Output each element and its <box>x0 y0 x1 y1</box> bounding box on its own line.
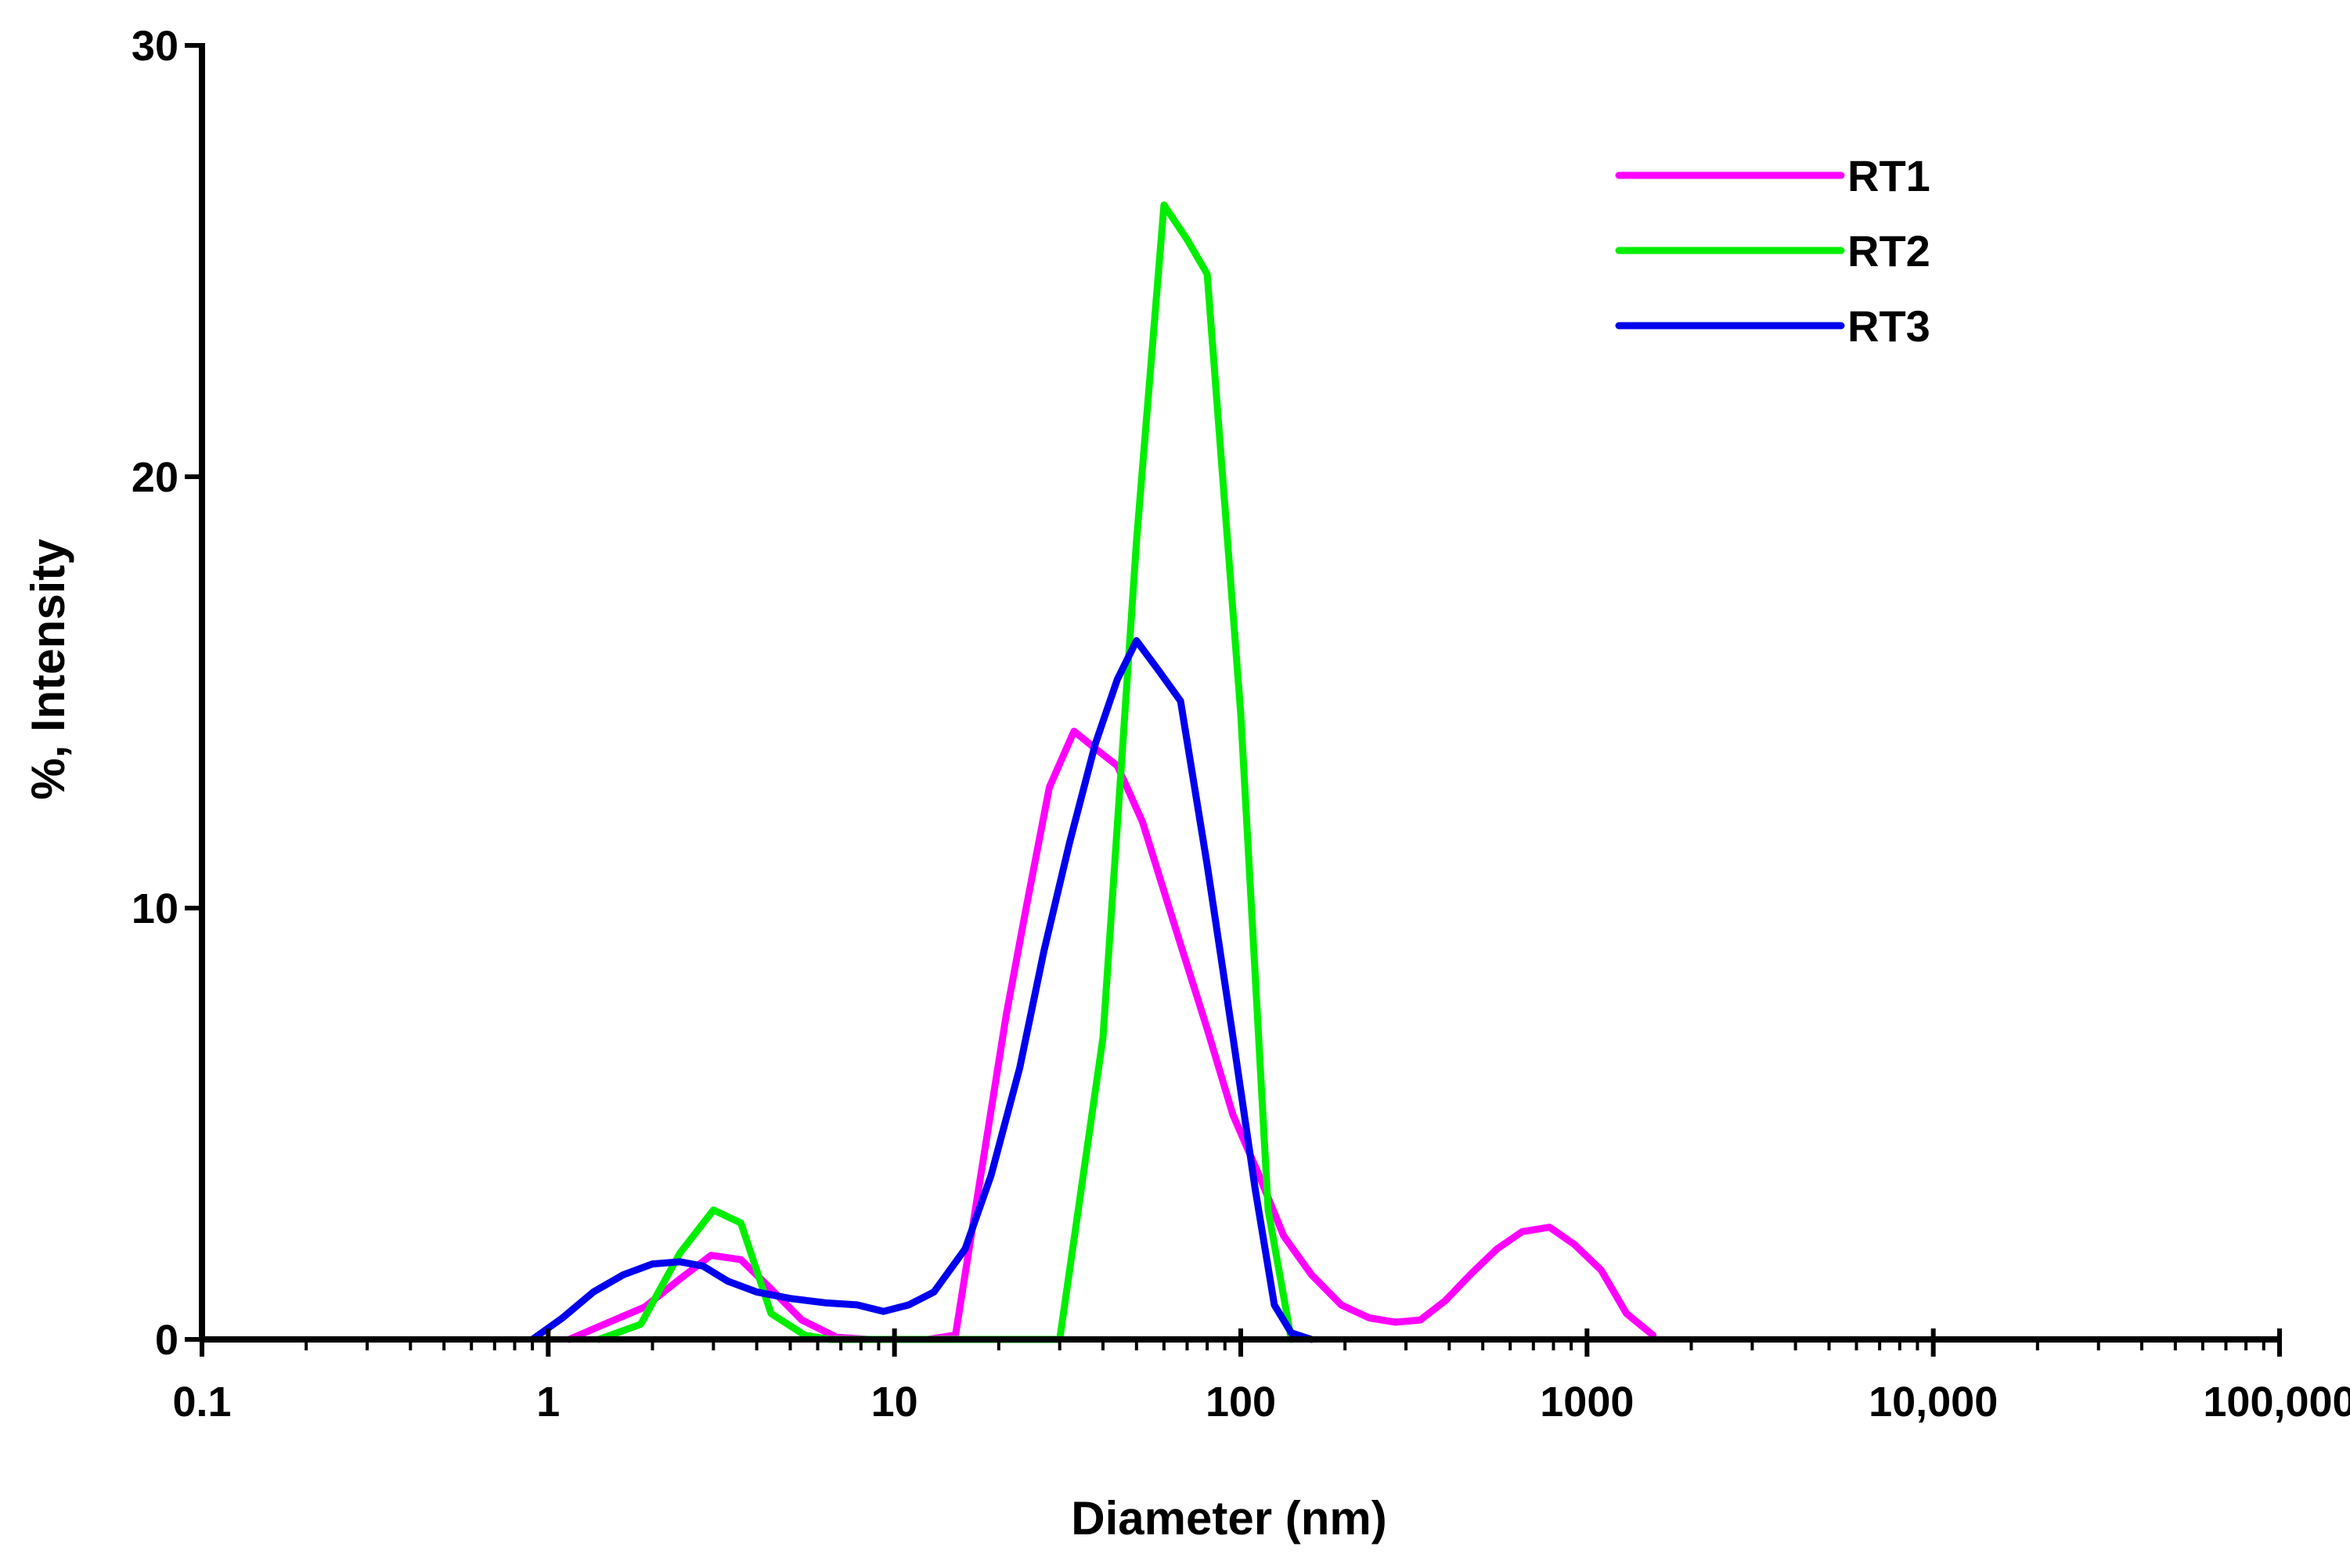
x-tick-label: 10 <box>871 1379 918 1426</box>
axis-ticks <box>185 43 2282 1357</box>
y-tick-label: 30 <box>132 23 178 70</box>
y-tick-label: 10 <box>132 885 178 932</box>
x-tick-label: 0.1 <box>172 1379 231 1426</box>
y-tick-label: 20 <box>132 454 178 501</box>
axis-tick-labels: 0.1 1 10 100 1000 10,000 100,000 0 10 20 30 <box>132 23 2350 1426</box>
x-tick-label: 100,000 <box>2203 1379 2350 1426</box>
x-tick-label: 1000 <box>1540 1379 1634 1426</box>
x-tick-label: 100 <box>1206 1379 1276 1426</box>
legend-label-rt1: RT1 <box>1847 151 1930 200</box>
legend-label-rt3: RT3 <box>1847 301 1930 351</box>
plot-area <box>202 201 2280 1343</box>
x-tick-label: 10,000 <box>1869 1379 1998 1426</box>
series-line-rt2 <box>595 201 1296 1343</box>
series-line-rt3 <box>528 636 1315 1343</box>
legend: RT1 RT2 RT3 <box>1615 151 1930 351</box>
legend-label-rt2: RT2 <box>1847 226 1930 276</box>
series-line-rt1 <box>565 727 1656 1343</box>
x-axis-title: Diameter (nm) <box>1071 1492 1386 1545</box>
y-tick-label: 0 <box>155 1317 178 1364</box>
x-tick-label: 1 <box>536 1379 560 1426</box>
y-axis-title: %, Intensity <box>22 539 74 800</box>
